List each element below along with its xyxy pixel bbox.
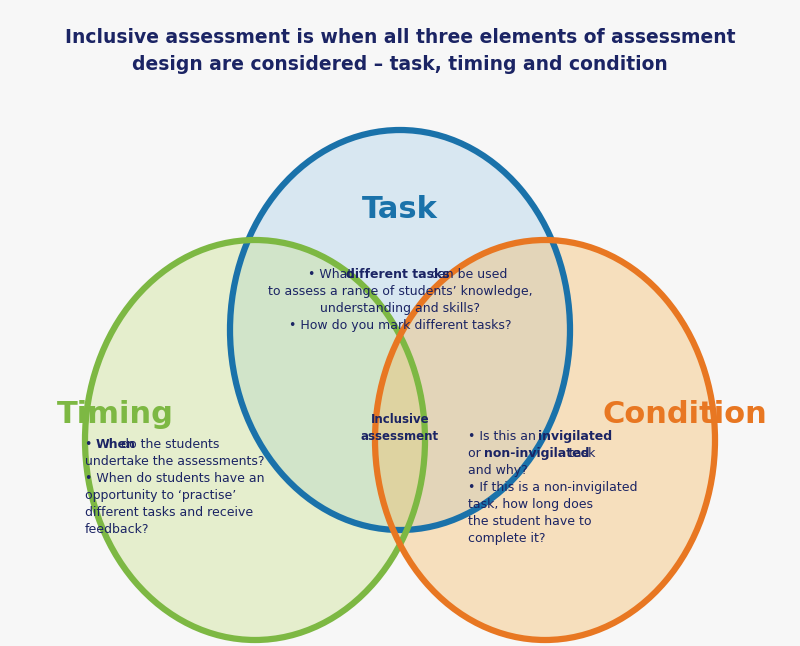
Text: • What: • What	[308, 268, 357, 281]
Text: • How do you mark different tasks?: • How do you mark different tasks?	[289, 319, 511, 332]
Text: and why?: and why?	[468, 464, 528, 477]
Ellipse shape	[230, 130, 570, 530]
Text: task: task	[565, 447, 595, 460]
Text: Inclusive assessment is when all three elements of assessment
design are conside: Inclusive assessment is when all three e…	[65, 28, 735, 74]
Text: the student have to: the student have to	[468, 515, 591, 528]
Text: can be used: can be used	[427, 268, 507, 281]
Text: Task: Task	[362, 195, 438, 224]
Text: Condition: Condition	[602, 400, 767, 429]
Text: do the students: do the students	[118, 438, 220, 451]
Text: • Is this an: • Is this an	[468, 430, 540, 443]
Text: • When do students have an: • When do students have an	[85, 472, 265, 485]
Text: • If this is a non-invigilated: • If this is a non-invigilated	[468, 481, 638, 494]
Text: •: •	[85, 438, 96, 451]
Text: undertake the assessments?: undertake the assessments?	[85, 455, 265, 468]
Text: opportunity to ‘practise’: opportunity to ‘practise’	[85, 489, 236, 502]
Text: or: or	[468, 447, 485, 460]
Text: Timing: Timing	[57, 400, 174, 429]
Text: understanding and skills?: understanding and skills?	[320, 302, 480, 315]
Text: non-invigilated: non-invigilated	[484, 447, 590, 460]
Text: invigilated: invigilated	[538, 430, 612, 443]
Text: to assess a range of students’ knowledge,: to assess a range of students’ knowledge…	[268, 285, 532, 298]
Text: different tasks and receive: different tasks and receive	[85, 506, 253, 519]
Ellipse shape	[85, 240, 425, 640]
Text: When: When	[96, 438, 136, 451]
Text: task, how long does: task, how long does	[468, 498, 593, 511]
Ellipse shape	[375, 240, 715, 640]
Text: Inclusive
assessment: Inclusive assessment	[361, 413, 439, 443]
Text: complete it?: complete it?	[468, 532, 546, 545]
Text: different tasks: different tasks	[346, 268, 450, 281]
Text: feedback?: feedback?	[85, 523, 150, 536]
